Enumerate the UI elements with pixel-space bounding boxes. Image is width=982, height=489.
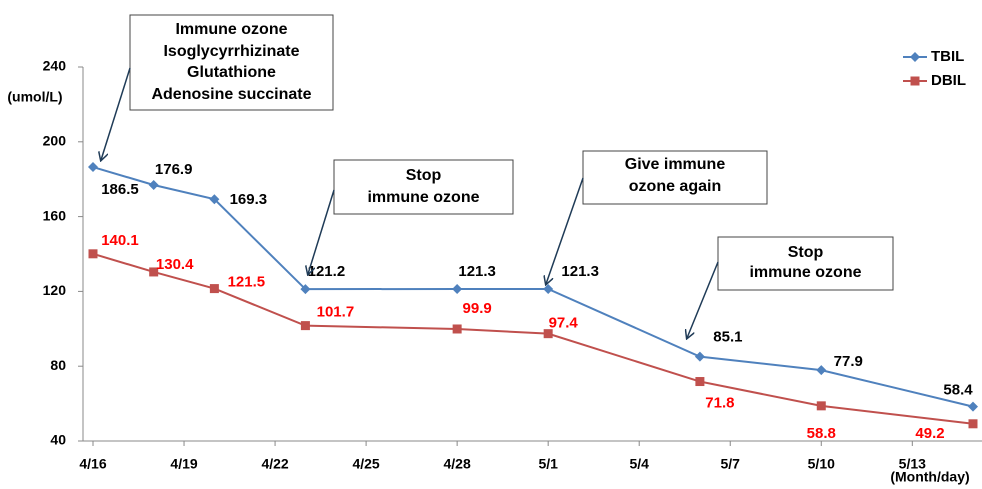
data-label: 186.5 bbox=[101, 181, 139, 198]
annotation-arrow bbox=[546, 177, 584, 284]
y-tick-label: 200 bbox=[43, 133, 67, 149]
marker bbox=[452, 283, 463, 294]
marker bbox=[88, 249, 98, 259]
marker bbox=[543, 283, 554, 294]
x-axis-label: (Month/day) bbox=[890, 469, 969, 485]
data-label: 140.1 bbox=[101, 232, 139, 249]
marker bbox=[968, 401, 978, 412]
marker bbox=[300, 284, 311, 295]
legend-marker bbox=[910, 76, 920, 86]
data-label: 176.9 bbox=[155, 161, 193, 178]
marker bbox=[694, 351, 705, 362]
x-tick-label: 5/1 bbox=[538, 456, 558, 472]
annotation-arrow bbox=[101, 67, 131, 160]
data-label: 58.8 bbox=[807, 425, 836, 442]
data-label: 85.1 bbox=[713, 329, 742, 346]
data-label: 58.4 bbox=[943, 382, 973, 399]
marker bbox=[816, 401, 826, 411]
y-axis-label: (umol/L) bbox=[7, 89, 62, 105]
data-label: 71.8 bbox=[705, 395, 734, 412]
data-label: 97.4 bbox=[549, 315, 579, 332]
marker bbox=[209, 194, 220, 205]
x-tick-label: 5/4 bbox=[629, 456, 649, 472]
x-tick-label: 5/10 bbox=[808, 456, 835, 472]
annotation-text: immune ozone bbox=[367, 189, 479, 206]
legend-marker bbox=[910, 52, 920, 62]
marker bbox=[968, 419, 978, 429]
data-label: 121.5 bbox=[228, 274, 266, 291]
x-tick-label: 4/28 bbox=[444, 456, 471, 472]
data-label: 130.4 bbox=[156, 256, 194, 273]
data-label: 77.9 bbox=[834, 353, 863, 370]
y-tick-label: 160 bbox=[43, 207, 67, 223]
marker bbox=[300, 321, 310, 331]
y-tick-label: 40 bbox=[50, 432, 66, 448]
annotation-text: Glutathione bbox=[187, 64, 276, 81]
x-tick-label: 4/16 bbox=[79, 456, 106, 472]
annotation-arrow bbox=[308, 189, 335, 274]
marker bbox=[209, 284, 219, 294]
annotation-box bbox=[333, 159, 514, 215]
annotation-text: Stop bbox=[788, 244, 824, 261]
x-tick-label: 4/19 bbox=[170, 456, 197, 472]
y-tick-label: 240 bbox=[43, 58, 67, 74]
annotation-text: immune ozone bbox=[749, 264, 861, 281]
marker bbox=[543, 329, 553, 339]
annotation-text: ozone again bbox=[629, 178, 721, 195]
x-tick-label: 5/13 bbox=[899, 456, 926, 472]
x-tick-label: 4/25 bbox=[352, 456, 379, 472]
marker bbox=[149, 267, 159, 277]
data-label: 121.3 bbox=[561, 263, 599, 280]
data-label: 101.7 bbox=[317, 304, 355, 321]
marker bbox=[816, 365, 827, 376]
annotation-text: Adenosine succinate bbox=[151, 86, 311, 103]
annotation-text: Isoglycyrrhizinate bbox=[163, 43, 299, 60]
marker bbox=[695, 377, 705, 387]
annotation-text: Stop bbox=[406, 167, 442, 184]
annotation-text: Immune ozone bbox=[175, 21, 287, 38]
data-label: 99.9 bbox=[463, 300, 492, 317]
y-tick-label: 80 bbox=[50, 357, 66, 373]
x-tick-label: 5/7 bbox=[721, 456, 741, 472]
x-tick-label: 4/22 bbox=[261, 456, 288, 472]
legend-label: DBIL bbox=[931, 72, 966, 89]
annotation-text: Give immune bbox=[625, 156, 726, 173]
data-label: 121.2 bbox=[308, 263, 346, 280]
marker bbox=[148, 179, 159, 190]
marker bbox=[452, 324, 462, 334]
marker bbox=[88, 162, 98, 173]
annotation-box bbox=[129, 14, 334, 111]
y-tick-label: 120 bbox=[43, 282, 67, 298]
data-label: 169.3 bbox=[230, 191, 268, 208]
data-label: 49.2 bbox=[915, 425, 944, 442]
legend-label: TBIL bbox=[931, 48, 964, 65]
annotation-box bbox=[582, 150, 768, 205]
data-label: 121.3 bbox=[458, 263, 496, 280]
annotation-arrow bbox=[687, 261, 719, 338]
